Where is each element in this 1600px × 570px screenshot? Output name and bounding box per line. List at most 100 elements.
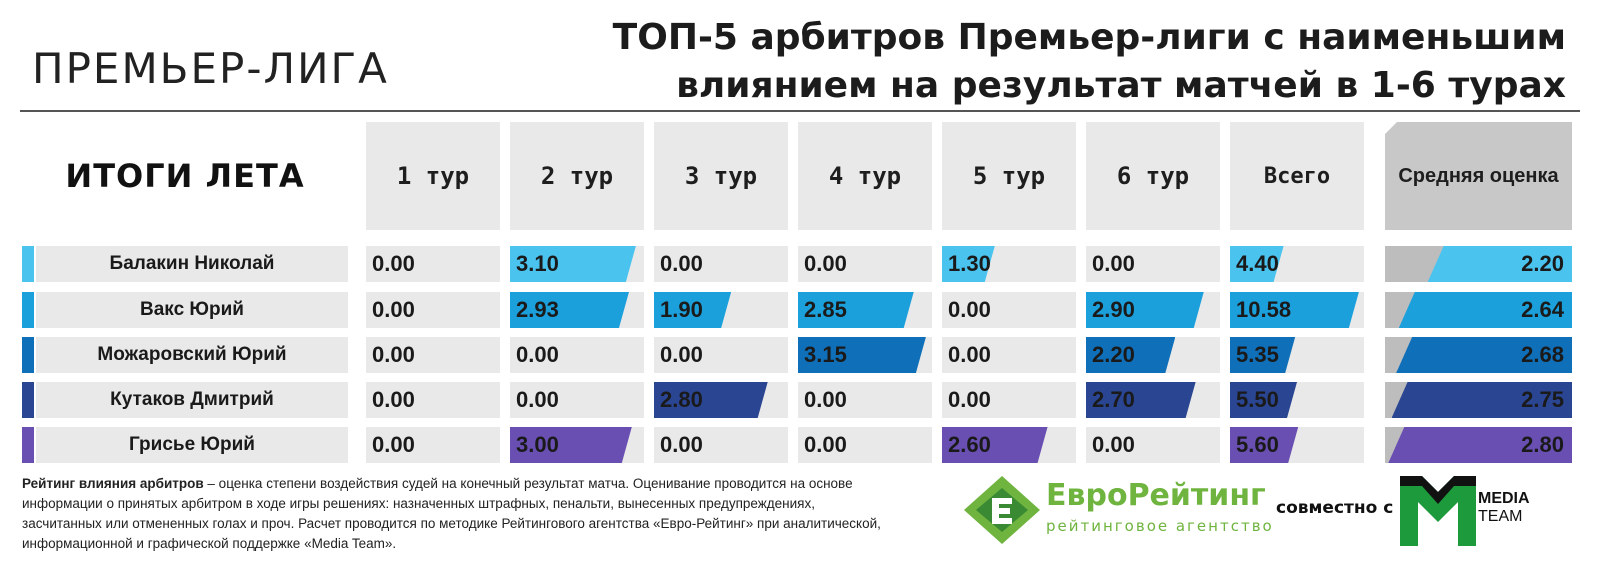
round-bar: [510, 292, 629, 328]
row-color-marker: [22, 427, 34, 463]
total-bar: [1230, 337, 1295, 373]
total-value: 10.58: [1236, 297, 1292, 322]
total-value: 5.35: [1236, 342, 1279, 367]
round-cell: 0.00: [654, 337, 788, 373]
row-color-marker: [22, 246, 34, 282]
round-value: 0.00: [516, 387, 559, 412]
round-value: 1.30: [948, 251, 991, 276]
round-value: 3.00: [516, 432, 559, 457]
average-bar: [1398, 292, 1572, 328]
header-divider: [20, 110, 1580, 112]
media-team-wordmark: MEDIA TEAM: [1478, 490, 1530, 526]
round-value: 2.93: [516, 297, 559, 322]
round-value: 0.00: [804, 387, 847, 412]
round-cell: 0.00: [366, 427, 500, 463]
round-value: 2.60: [948, 432, 991, 457]
round-bar: [942, 427, 1048, 463]
round-value: 0.00: [372, 387, 415, 412]
average-cell: 2.20: [1385, 246, 1572, 282]
round-cell: 2.60: [942, 427, 1076, 463]
round-value: 0.00: [372, 342, 415, 367]
evrorating-logo-icon: [964, 476, 1040, 544]
column-header-round-5: 5 тур: [942, 122, 1076, 230]
total-value: 5.60: [1236, 432, 1279, 457]
average-cell: 2.68: [1385, 337, 1572, 373]
chart-title: ТОП-5 арбитров Премьер-лиги с наименьшим…: [612, 17, 1566, 106]
round-cell: 2.70: [1086, 382, 1220, 418]
round-cell: 3.10: [510, 246, 644, 282]
column-header-round-1: 1 тур: [366, 122, 500, 230]
round-bar: [942, 246, 995, 282]
round-value: 0.00: [804, 432, 847, 457]
methodology-note: Рейтинг влияния арбитров – оценка степен…: [22, 474, 882, 554]
round-cell: 1.90: [654, 292, 788, 328]
round-value: 0.00: [1092, 432, 1135, 457]
round-value: 2.85: [804, 297, 847, 322]
round-bar: [1086, 382, 1196, 418]
column-header-round-4: 4 тур: [798, 122, 932, 230]
total-value: 5.50: [1236, 387, 1279, 412]
round-cell: 2.20: [1086, 337, 1220, 373]
note-text: – оценка степени воздействия судей на ко…: [22, 476, 881, 551]
round-bar: [798, 337, 926, 373]
round-cell: 0.00: [510, 382, 644, 418]
round-value: 0.00: [804, 251, 847, 276]
media-team-logo-icon: [1400, 476, 1476, 546]
average-value: 2.64: [1521, 297, 1564, 322]
average-bar: [1427, 246, 1572, 282]
referee-name: Кутаков Дмитрий: [36, 382, 348, 418]
round-cell: 2.93: [510, 292, 644, 328]
round-bar: [1086, 292, 1204, 328]
round-bar: [654, 382, 768, 418]
round-cell: 0.00: [366, 246, 500, 282]
round-cell: 0.00: [798, 427, 932, 463]
average-value: 2.68: [1521, 342, 1564, 367]
round-cell: 0.00: [366, 382, 500, 418]
round-cell: 0.00: [942, 382, 1076, 418]
round-cell: 0.00: [798, 246, 932, 282]
round-cell: 2.80: [654, 382, 788, 418]
round-cell: 3.00: [510, 427, 644, 463]
round-value: 2.70: [1092, 387, 1135, 412]
referee-name: Балакин Николай: [36, 246, 348, 282]
average-cell: 2.75: [1385, 382, 1572, 418]
average-value: 2.75: [1521, 387, 1564, 412]
average-cell: 2.64: [1385, 292, 1572, 328]
round-value: 0.00: [660, 251, 703, 276]
total-bar: [1230, 246, 1284, 282]
round-value: 2.20: [1092, 342, 1135, 367]
round-bar: [510, 427, 632, 463]
column-header-round-6: 6 тур: [1086, 122, 1220, 230]
total-cell: 5.60: [1230, 427, 1364, 463]
evrorating-name: ЕвроРейтинг: [1046, 478, 1266, 513]
league-brand: ПРЕМЬЕР-ЛИГА: [32, 44, 389, 93]
round-value: 0.00: [372, 432, 415, 457]
total-value: 4.40: [1236, 251, 1279, 276]
total-bar: [1230, 382, 1297, 418]
round-bar: [654, 292, 731, 328]
average-bar: [1396, 337, 1572, 373]
round-cell: 0.00: [942, 292, 1076, 328]
round-value: 0.00: [948, 342, 991, 367]
partnership-label: совместно с: [1276, 498, 1394, 518]
round-value: 3.15: [804, 342, 847, 367]
round-cell: 0.00: [942, 337, 1076, 373]
round-bar: [1086, 337, 1175, 373]
round-value: 0.00: [516, 342, 559, 367]
round-cell: 0.00: [654, 427, 788, 463]
media-team-line-2: TEAM: [1478, 508, 1523, 525]
round-value: 0.00: [372, 297, 415, 322]
round-cell: 0.00: [366, 337, 500, 373]
row-color-marker: [22, 292, 34, 328]
total-cell: 5.35: [1230, 337, 1364, 373]
round-value: 0.00: [1092, 251, 1135, 276]
round-cell: 3.15: [798, 337, 932, 373]
round-cell: 1.30: [942, 246, 1076, 282]
round-bar: [798, 292, 914, 328]
round-cell: 2.90: [1086, 292, 1220, 328]
round-value: 1.90: [660, 297, 703, 322]
column-header-round-3: 3 тур: [654, 122, 788, 230]
total-bar: [1230, 292, 1359, 328]
total-bar: [1230, 427, 1298, 463]
round-cell: 2.85: [798, 292, 932, 328]
